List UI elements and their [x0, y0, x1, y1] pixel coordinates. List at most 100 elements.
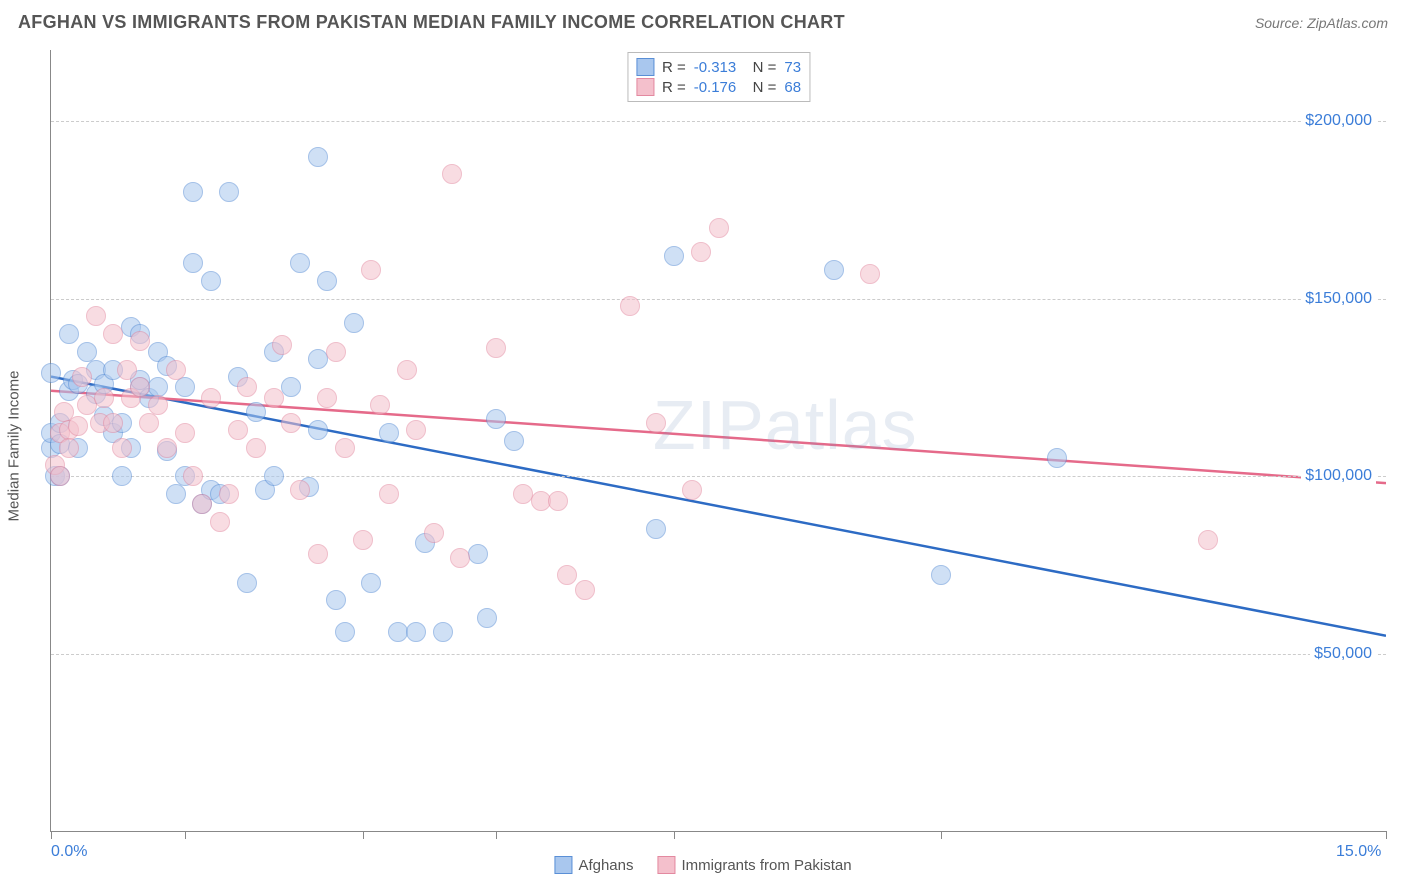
legend-swatch	[636, 58, 654, 76]
data-point	[281, 377, 301, 397]
data-point	[112, 466, 132, 486]
data-point	[424, 523, 444, 543]
data-point	[335, 622, 355, 642]
legend-r-label: R =	[662, 79, 686, 96]
data-point	[201, 271, 221, 291]
data-point	[94, 388, 114, 408]
legend-item: Afghans	[554, 856, 633, 874]
data-point	[166, 484, 186, 504]
data-point	[709, 218, 729, 238]
x-tick	[674, 831, 675, 839]
data-point	[477, 608, 497, 628]
legend-swatch	[658, 856, 676, 874]
x-tick-label: 15.0%	[1336, 843, 1381, 861]
data-point	[183, 253, 203, 273]
data-point	[219, 182, 239, 202]
legend-label: Afghans	[578, 857, 633, 874]
data-point	[646, 519, 666, 539]
legend-r-value: -0.176	[694, 79, 737, 96]
data-point	[370, 395, 390, 415]
x-tick-label: 0.0%	[51, 843, 87, 861]
data-point	[228, 420, 248, 440]
watermark-text: ZIPatlas	[653, 385, 918, 465]
data-point	[112, 438, 132, 458]
data-point	[691, 242, 711, 262]
data-point	[486, 338, 506, 358]
data-point	[326, 590, 346, 610]
data-point	[379, 423, 399, 443]
data-point	[860, 264, 880, 284]
legend-n-label: N =	[744, 79, 776, 96]
data-point	[406, 420, 426, 440]
data-point	[824, 260, 844, 280]
data-point	[192, 494, 212, 514]
data-point	[264, 388, 284, 408]
chart-plot-area: ZIPatlas R =-0.313 N =73R =-0.176 N =68 …	[50, 50, 1386, 832]
data-point	[86, 306, 106, 326]
series-legend: Afghans Immigrants from Pakistan	[554, 856, 851, 874]
legend-row: R =-0.176 N =68	[636, 77, 801, 97]
data-point	[237, 377, 257, 397]
data-point	[166, 360, 186, 380]
data-point	[504, 431, 524, 451]
data-point	[1198, 530, 1218, 550]
data-point	[290, 253, 310, 273]
x-tick	[51, 831, 52, 839]
y-tick-label: $50,000	[1310, 645, 1376, 663]
data-point	[201, 388, 221, 408]
data-point	[548, 491, 568, 511]
data-point	[139, 413, 159, 433]
data-point	[557, 565, 577, 585]
data-point	[308, 544, 328, 564]
legend-r-label: R =	[662, 59, 686, 76]
legend-label: Immigrants from Pakistan	[682, 857, 852, 874]
data-point	[931, 565, 951, 585]
data-point	[575, 580, 595, 600]
data-point	[361, 260, 381, 280]
data-point	[50, 466, 70, 486]
data-point	[308, 147, 328, 167]
x-tick	[941, 831, 942, 839]
data-point	[219, 484, 239, 504]
data-point	[117, 360, 137, 380]
x-tick	[1386, 831, 1387, 839]
legend-n-value: 73	[784, 59, 801, 76]
data-point	[183, 182, 203, 202]
chart-title: AFGHAN VS IMMIGRANTS FROM PAKISTAN MEDIA…	[18, 12, 845, 33]
data-point	[72, 367, 92, 387]
data-point	[175, 377, 195, 397]
data-point	[646, 413, 666, 433]
x-tick	[185, 831, 186, 839]
data-point	[682, 480, 702, 500]
gridline	[51, 299, 1386, 300]
gridline	[51, 654, 1386, 655]
y-tick-label: $100,000	[1301, 467, 1376, 485]
data-point	[308, 420, 328, 440]
data-point	[379, 484, 399, 504]
data-point	[281, 413, 301, 433]
data-point	[290, 480, 310, 500]
data-point	[397, 360, 417, 380]
legend-item: Immigrants from Pakistan	[658, 856, 852, 874]
data-point	[210, 512, 230, 532]
chart-header: AFGHAN VS IMMIGRANTS FROM PAKISTAN MEDIA…	[0, 0, 1406, 37]
legend-swatch	[554, 856, 572, 874]
data-point	[68, 416, 88, 436]
data-point	[272, 335, 292, 355]
data-point	[468, 544, 488, 564]
data-point	[1047, 448, 1067, 468]
gridline	[51, 476, 1386, 477]
data-point	[130, 377, 150, 397]
data-point	[433, 622, 453, 642]
y-tick-label: $150,000	[1301, 290, 1376, 308]
data-point	[486, 409, 506, 429]
data-point	[103, 413, 123, 433]
legend-swatch	[636, 78, 654, 96]
data-point	[317, 388, 337, 408]
legend-n-label: N =	[744, 59, 776, 76]
data-point	[406, 622, 426, 642]
data-point	[183, 466, 203, 486]
data-point	[361, 573, 381, 593]
y-tick-label: $200,000	[1301, 112, 1376, 130]
y-axis-label: Median Family Income	[6, 371, 23, 522]
